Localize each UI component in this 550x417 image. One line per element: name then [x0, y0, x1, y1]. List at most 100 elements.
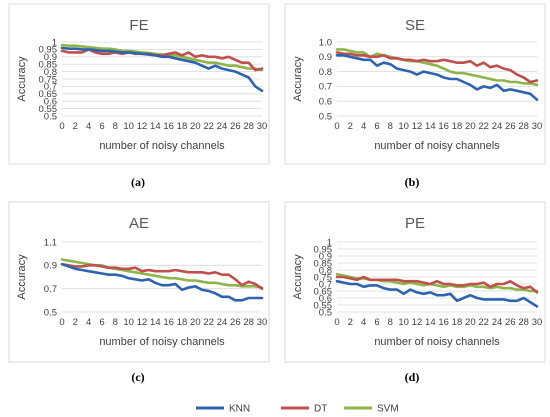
- chart-ae-xtick: 6: [99, 317, 104, 328]
- chart-se-line-knn: [335, 53, 539, 101]
- chart-pe-title: PE: [405, 215, 425, 232]
- chart-pe-ytick: 1: [327, 237, 332, 248]
- chart-se-xtick: 2: [348, 121, 353, 132]
- chart-pe-ytick: 0.55: [314, 300, 333, 311]
- chart-pe-line-knn: [335, 279, 539, 308]
- chart-pe-xtick: 4: [361, 317, 366, 328]
- chart-ae-xtick: 0: [59, 317, 64, 328]
- panel-label-se: (b): [405, 175, 420, 189]
- chart-fe-xtick: 16: [163, 121, 174, 132]
- chart-ae-line-knn: [60, 262, 264, 302]
- chart-pe-ylabel: Accuracy: [292, 254, 304, 300]
- chart-se-xtick: 6: [374, 121, 379, 132]
- chart-se: SE0.50.60.70.80.91.00 2 4 6 8 10 12 14 16 18 20 22 2…: [284, 3, 546, 189]
- chart-se-ytick: 0.6: [319, 97, 332, 108]
- chart-fe-title: FE: [129, 17, 148, 34]
- chart-pe-xtick: 24: [492, 317, 503, 328]
- chart-se-ytick: 0.8: [319, 67, 332, 78]
- chart-pe-xtick: 14: [425, 317, 436, 328]
- chart-se-xtick: 0: [334, 121, 339, 132]
- chart-fe-frame: [8, 3, 270, 165]
- chart-se-ytick: 0.5: [319, 111, 332, 122]
- chart-ae-xtick: 28: [243, 317, 254, 328]
- chart-ae-xtick: 14: [150, 317, 161, 328]
- chart-fe-xtick: 30: [257, 121, 268, 132]
- chart-se-xtick: 22: [478, 121, 489, 132]
- chart-fe-xtick: 20: [190, 121, 201, 132]
- chart-fe-xtick: 24: [217, 121, 228, 132]
- chart-ae-xtick: 24: [217, 317, 228, 328]
- chart-ae-xtick: 18: [177, 317, 188, 328]
- chart-pe-ytick: 0.8: [319, 265, 332, 276]
- chart-fe-xtick: 14: [150, 121, 161, 132]
- chart-ae-xtick: 4: [86, 317, 91, 328]
- chart-pe-ytick: 0.6: [319, 293, 332, 304]
- chart-fe-xtick: 18: [177, 121, 188, 132]
- chart-fe-xtick: 28: [243, 121, 254, 132]
- chart-fe-xtick: 12: [137, 121, 148, 132]
- chart-se-xtick: 8: [388, 121, 393, 132]
- panel-label-pe: (d): [405, 370, 420, 384]
- chart-pe-xtick: 30: [532, 317, 543, 328]
- chart-ae-ytick: 0.9: [44, 261, 57, 272]
- chart-pe-xtick: 6: [374, 317, 379, 328]
- chart-se-ytick: 1.0: [319, 37, 332, 48]
- chart-se-xtick: 12: [412, 121, 423, 132]
- chart-se-xtick: 24: [492, 121, 503, 132]
- chart-pe-xtick: 8: [388, 317, 393, 328]
- chart-pe-ytick: 0.9: [319, 251, 332, 262]
- chart-se-xtick: 20: [465, 121, 476, 132]
- chart-ae-line-dt: [60, 262, 264, 291]
- chart-pe-ytick: 0.75: [314, 272, 333, 283]
- chart-pe-xlabel: number of noisy channels: [374, 336, 500, 348]
- chart-fe-ytick: 0.75: [39, 74, 58, 85]
- chart-pe-ytick: 0.85: [314, 258, 333, 269]
- chart-fe-xtick: 2: [73, 121, 78, 132]
- chart-pe-xtick: 10: [398, 317, 409, 328]
- chart-ae-xtick: 30: [257, 317, 268, 328]
- chart-se-xtick: 18: [452, 121, 463, 132]
- chart-ae-xtick: 16: [163, 317, 174, 328]
- chart-fe-ylabel: Accuracy: [16, 56, 28, 102]
- chart-se-xtick: 16: [438, 121, 449, 132]
- chart-fe-ytick: 0.7: [44, 82, 57, 93]
- chart-fe-xtick: 26: [230, 121, 241, 132]
- chart-fe-ytick: 0.65: [39, 89, 58, 100]
- chart-ae-xtick: 8: [113, 317, 118, 328]
- chart-ae-ylabel: Accuracy: [16, 254, 28, 300]
- chart-fe-xlabel: number of noisy channels: [99, 140, 225, 152]
- chart-fe-xtick: 10: [123, 121, 134, 132]
- chart-ae-xtick: 20: [190, 317, 201, 328]
- chart-pe-xtick: 12: [412, 317, 423, 328]
- chart-se-title: SE: [405, 17, 425, 34]
- chart-fe-ytick: 0.8: [44, 67, 57, 78]
- panel-label-fe: (a): [131, 175, 145, 189]
- chart-fe-ytick: 0.85: [39, 60, 58, 71]
- panel-label-ae: (c): [131, 370, 144, 384]
- chart-pe-ytick: 0.95: [314, 244, 333, 255]
- legend-label-svm: SVM: [377, 404, 399, 415]
- chart-ae-title: AE: [129, 215, 149, 232]
- chart-fe-xtick: 0: [59, 121, 64, 132]
- chart-ae-xtick: 26: [230, 317, 241, 328]
- chart-se-xtick: 30: [532, 121, 543, 132]
- chart-se-xlabel: number of noisy channels: [374, 140, 500, 152]
- chart-fe-xtick: 22: [203, 121, 214, 132]
- legend-label-dt: DT: [314, 404, 327, 415]
- chart-fe-line-knn: [60, 46, 264, 93]
- chart-fe-ytick: 1: [52, 37, 57, 48]
- chart-fe-xtick: 6: [99, 121, 104, 132]
- chart-se-xtick: 14: [425, 121, 436, 132]
- chart-se-frame: [284, 3, 546, 165]
- chart-ae-xlabel: number of noisy channels: [99, 336, 225, 348]
- chart-se-ytick: 0.7: [319, 82, 332, 93]
- chart-ae-frame: [8, 201, 270, 363]
- chart-fe-xtick: 4: [86, 121, 91, 132]
- chart-pe-ytick: 0.65: [314, 286, 333, 297]
- chart-fe-ytick: 0.5: [44, 111, 57, 122]
- chart-pe-xtick: 0: [334, 317, 339, 328]
- chart-pe-xtick: 2: [348, 317, 353, 328]
- chart-se-xtick: 4: [361, 121, 366, 132]
